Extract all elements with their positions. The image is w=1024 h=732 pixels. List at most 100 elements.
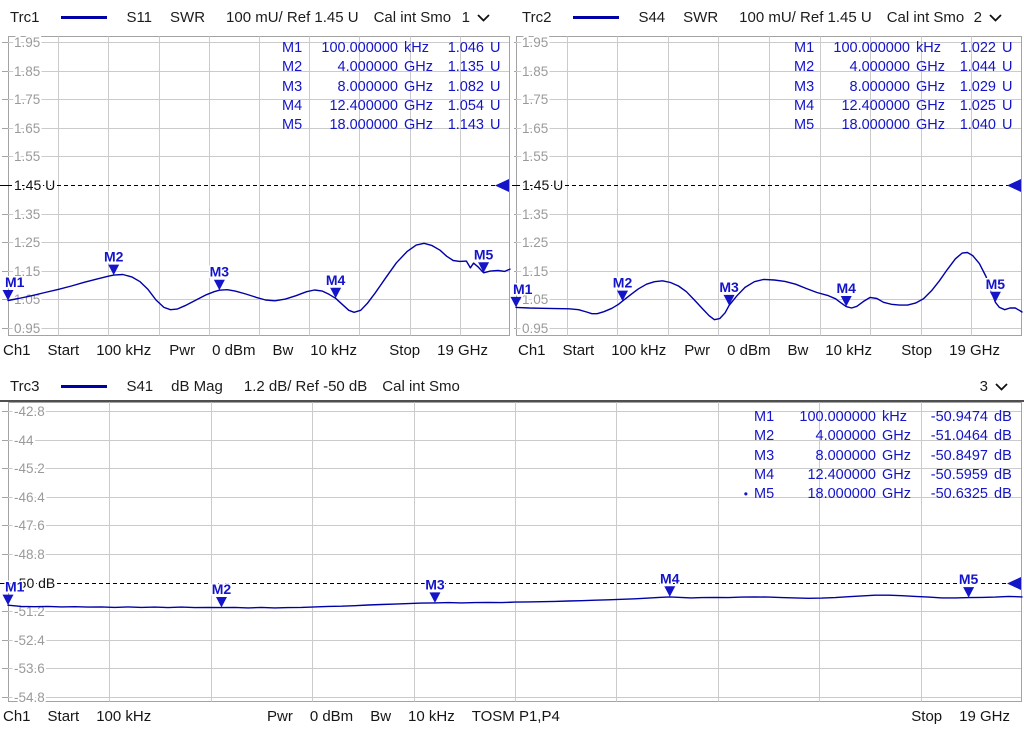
- axis-item: Stop: [911, 708, 943, 725]
- diagram-area-trc1[interactable]: 1.95 1.85 1.75 1.65 1.55 1.45 U 1.35 1.25 1.15 1.…: [0, 33, 512, 338]
- marker-readout-cell: 18.000000: [841, 117, 910, 134]
- trace-header-trc2[interactable]: Trc2 S44 SWR 100 mU/ Ref 1.45 U Cal int …: [512, 0, 1024, 35]
- trace-line-Trc2[interactable]: [515, 251, 1023, 321]
- channel-selector[interactable]: 1: [462, 9, 490, 26]
- trace-cal-state: Cal int Smo: [382, 378, 460, 395]
- y-tick-label: -42.8: [14, 404, 45, 419]
- axis-item: 10 kHz: [310, 342, 357, 359]
- trace-scale-ref: 100 mU/ Ref 1.45 U: [226, 9, 359, 26]
- marker-M5[interactable]: [963, 587, 975, 598]
- diagram-area-trc3[interactable]: -42.8-44-45.2-46.4-47.6-48.8-50 dB-51.2-…: [0, 402, 1024, 707]
- y-tick-label: 1.25: [522, 235, 548, 250]
- marker-readout-table: M1 100.000000 kHz -50.9474 dB M2 4.000000 GHz -5…: [738, 408, 1014, 504]
- marker-readout-cell: 18.000000: [807, 486, 876, 503]
- diagram-area-trc2[interactable]: 1.95 1.85 1.75 1.65 1.55 1.45 U 1.35 1.25 1.15 1.…: [510, 33, 1024, 338]
- y-tick-label: 1.65: [14, 121, 40, 136]
- marker-readout-cell: 1.044: [959, 59, 996, 76]
- chevron-down-icon: [995, 382, 1008, 391]
- y-tick-label: 1.15: [522, 264, 548, 279]
- marker-readout-cell: M3: [794, 78, 815, 95]
- marker-label: M5: [986, 276, 1006, 292]
- ref-level-arrow[interactable]: [1007, 577, 1021, 590]
- y-tick-label: -54.8: [14, 690, 45, 705]
- marker-readout-cell: GHz: [404, 117, 433, 134]
- marker-readout-cell: GHz: [882, 486, 911, 503]
- y-tick-label: 1.05: [522, 292, 548, 307]
- marker-readout-cell: 12.400000: [329, 97, 398, 114]
- axis-group-mid: Pwr 0 dBm Bw 10 kHz TOSM P1,P4: [267, 708, 680, 732]
- trace-name: Trc1: [10, 9, 40, 26]
- y-tick-label: 1.55: [522, 149, 548, 164]
- marker-M1[interactable]: [2, 594, 14, 606]
- marker-M4[interactable]: [840, 296, 852, 307]
- marker-readout-cell: 8.000000: [337, 78, 398, 95]
- marker-M3[interactable]: [723, 294, 735, 306]
- marker-readout-cell: U: [490, 97, 501, 114]
- channel-selector[interactable]: 3: [980, 378, 1008, 395]
- axis-item: Stop: [389, 342, 421, 359]
- marker-M2[interactable]: [108, 264, 120, 276]
- marker-label: M2: [104, 249, 124, 265]
- marker-readout-cell: 1.022: [959, 40, 996, 56]
- marker-readout-cell: [738, 466, 748, 485]
- marker-readout-table: M1 100.000000 kHz 1.022 U M2 4.000000 GHz 1.044 U…: [778, 39, 1016, 135]
- marker-label: M1: [5, 579, 25, 595]
- diagram-separator: [0, 400, 1024, 402]
- y-tick-label: 1.95: [522, 35, 548, 50]
- marker-M5[interactable]: [478, 262, 490, 273]
- axis-item: 19 GHz: [949, 342, 1000, 359]
- marker-M4[interactable]: [664, 586, 676, 597]
- marker-readout-cell: 4.000000: [337, 59, 398, 76]
- axis-group-right: Stop 19 GHz: [901, 342, 1000, 367]
- marker-readout-cell: GHz: [404, 59, 433, 76]
- marker-M2[interactable]: [617, 290, 629, 302]
- marker-readout-cell: [738, 447, 748, 466]
- marker-M2[interactable]: [215, 597, 227, 608]
- channel-number: 2: [973, 9, 982, 26]
- trace-header-trc1[interactable]: Trc1 S11 SWR 100 mU/ Ref 1.45 U Cal int …: [0, 0, 512, 35]
- marker-readout-cell: GHz: [916, 78, 945, 95]
- marker-M5[interactable]: [989, 291, 1001, 303]
- trace-measurement: S11: [126, 9, 153, 26]
- marker-M4[interactable]: [330, 287, 342, 299]
- y-tick-label: 1.85: [14, 64, 40, 79]
- marker-readout-cell: M3: [754, 447, 775, 464]
- ref-level-arrow[interactable]: [495, 179, 509, 192]
- y-tick-label: 1.85: [522, 64, 548, 79]
- ref-level-arrow[interactable]: [1007, 179, 1021, 192]
- marker-readout-cell: M1: [754, 409, 775, 425]
- marker-label: M3: [425, 576, 445, 592]
- axis-group-left: Ch1 Start 100 kHz: [3, 342, 151, 367]
- marker-readout-cell: GHz: [882, 428, 911, 445]
- trace-line-Trc1[interactable]: [7, 242, 511, 313]
- marker-readout-cell: U: [490, 117, 501, 134]
- axis-item: Bw: [787, 342, 809, 359]
- chevron-down-icon: [477, 13, 490, 22]
- y-tick-label: -48.8: [14, 547, 45, 562]
- marker-readout-cell: [778, 58, 788, 77]
- marker-readout-cell: •: [743, 487, 748, 502]
- marker-readout-cell: M1: [794, 40, 815, 56]
- channel-selector[interactable]: 2: [974, 9, 1002, 26]
- marker-readout-cell: M4: [754, 466, 775, 483]
- trace-color-sample: [61, 16, 108, 19]
- marker-label: M5: [959, 571, 979, 587]
- marker-readout-cell: 8.000000: [849, 78, 910, 95]
- marker-label: M5: [474, 246, 494, 262]
- trace-line-Trc3[interactable]: [7, 594, 1023, 609]
- diagram-trc2: 1.95 1.85 1.75 1.65 1.55 1.45 U 1.35 1.25 1.15 1.…: [510, 33, 1024, 338]
- marker-readout-cell: dB: [994, 486, 1012, 503]
- marker-readout-cell: GHz: [916, 117, 945, 134]
- marker-M1[interactable]: [2, 290, 14, 301]
- marker-M3[interactable]: [429, 592, 441, 603]
- marker-readout-cell: M1: [282, 40, 303, 56]
- axis-group-right: Stop 19 GHz: [389, 342, 488, 367]
- marker-M1[interactable]: [510, 296, 522, 308]
- axis-item: 0 dBm: [309, 708, 354, 725]
- axis-item: Start: [47, 342, 80, 359]
- marker-M3[interactable]: [213, 279, 225, 291]
- marker-readout-cell: 12.400000: [807, 466, 876, 483]
- trace-cal-state: Cal int Smo: [373, 9, 452, 26]
- marker-readout-cell: dB: [994, 466, 1012, 483]
- trace-header-trc3[interactable]: Trc3 S41 dB Mag 1.2 dB/ Ref -50 dB Cal i…: [0, 368, 1024, 401]
